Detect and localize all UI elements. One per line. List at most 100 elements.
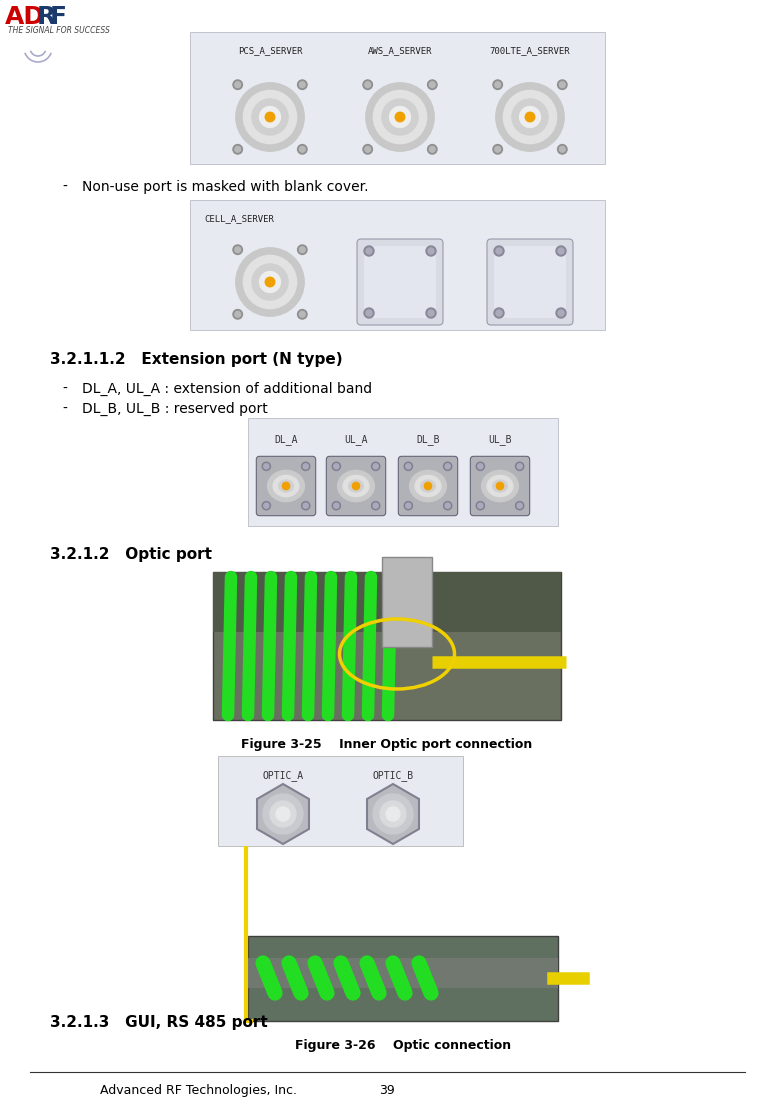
FancyBboxPatch shape bbox=[190, 200, 605, 330]
Circle shape bbox=[236, 247, 305, 317]
Circle shape bbox=[477, 503, 483, 508]
Circle shape bbox=[299, 247, 305, 253]
Circle shape bbox=[560, 146, 565, 152]
Text: Advanced RF Technologies, Inc.: Advanced RF Technologies, Inc. bbox=[100, 1084, 297, 1097]
FancyBboxPatch shape bbox=[257, 456, 315, 515]
Circle shape bbox=[332, 501, 340, 510]
Circle shape bbox=[364, 246, 374, 256]
Circle shape bbox=[443, 463, 452, 470]
FancyBboxPatch shape bbox=[190, 32, 605, 164]
Circle shape bbox=[282, 482, 290, 490]
Circle shape bbox=[236, 82, 305, 152]
FancyBboxPatch shape bbox=[382, 557, 432, 647]
Circle shape bbox=[363, 80, 373, 89]
Circle shape bbox=[235, 311, 240, 318]
Circle shape bbox=[243, 90, 297, 144]
Ellipse shape bbox=[487, 476, 513, 497]
Circle shape bbox=[426, 308, 436, 318]
Circle shape bbox=[504, 90, 556, 144]
Circle shape bbox=[556, 246, 566, 256]
FancyBboxPatch shape bbox=[213, 571, 561, 720]
Circle shape bbox=[496, 310, 502, 317]
Text: Figure 3-25    Inner Optic port connection: Figure 3-25 Inner Optic port connection bbox=[241, 739, 532, 751]
Circle shape bbox=[353, 482, 360, 490]
Text: -: - bbox=[62, 180, 67, 195]
Circle shape bbox=[445, 503, 450, 508]
Circle shape bbox=[373, 793, 413, 834]
Text: OPTIC_B: OPTIC_B bbox=[373, 770, 414, 781]
FancyBboxPatch shape bbox=[248, 936, 558, 1021]
Circle shape bbox=[270, 801, 296, 828]
Circle shape bbox=[365, 146, 370, 152]
Text: F: F bbox=[50, 5, 67, 29]
Circle shape bbox=[298, 310, 307, 319]
Circle shape bbox=[298, 80, 307, 89]
Circle shape bbox=[428, 145, 437, 154]
Ellipse shape bbox=[273, 476, 299, 497]
Circle shape bbox=[371, 501, 380, 510]
Circle shape bbox=[517, 503, 522, 508]
Circle shape bbox=[382, 99, 418, 135]
Circle shape bbox=[406, 464, 411, 469]
FancyBboxPatch shape bbox=[326, 456, 386, 515]
Text: -: - bbox=[62, 382, 67, 396]
Circle shape bbox=[494, 246, 504, 256]
Text: UL_A: UL_A bbox=[344, 434, 368, 445]
Circle shape bbox=[477, 464, 483, 469]
Circle shape bbox=[445, 464, 450, 469]
Circle shape bbox=[276, 807, 290, 821]
Circle shape bbox=[515, 501, 524, 510]
Circle shape bbox=[233, 245, 243, 255]
FancyBboxPatch shape bbox=[248, 958, 558, 988]
Circle shape bbox=[386, 807, 400, 821]
Circle shape bbox=[496, 82, 564, 152]
Circle shape bbox=[476, 501, 484, 510]
Circle shape bbox=[262, 463, 270, 470]
Text: DL_A, UL_A : extension of additional band: DL_A, UL_A : extension of additional ban… bbox=[82, 382, 372, 396]
Circle shape bbox=[429, 81, 435, 88]
Circle shape bbox=[265, 112, 275, 122]
Circle shape bbox=[374, 90, 426, 144]
Circle shape bbox=[558, 310, 564, 317]
Circle shape bbox=[476, 463, 484, 470]
Circle shape bbox=[298, 245, 307, 255]
Text: THE SIGNAL FOR SUCCESS: THE SIGNAL FOR SUCCESS bbox=[8, 26, 110, 35]
Circle shape bbox=[373, 503, 378, 508]
FancyBboxPatch shape bbox=[218, 756, 463, 846]
Circle shape bbox=[390, 107, 411, 127]
Text: -: - bbox=[62, 402, 67, 417]
Circle shape bbox=[371, 463, 380, 470]
Circle shape bbox=[299, 311, 305, 318]
Circle shape bbox=[373, 464, 378, 469]
Text: Non-use port is masked with blank cover.: Non-use port is masked with blank cover. bbox=[82, 180, 368, 195]
Circle shape bbox=[558, 248, 564, 254]
Text: 3.2.1.1.2   Extension port (N type): 3.2.1.1.2 Extension port (N type) bbox=[50, 352, 343, 367]
FancyBboxPatch shape bbox=[213, 571, 561, 632]
Circle shape bbox=[406, 503, 411, 508]
Text: DL_B, UL_B : reserved port: DL_B, UL_B : reserved port bbox=[82, 402, 267, 417]
Circle shape bbox=[301, 463, 310, 470]
Circle shape bbox=[303, 464, 308, 469]
Circle shape bbox=[260, 107, 281, 127]
Circle shape bbox=[363, 145, 373, 154]
Circle shape bbox=[301, 501, 310, 510]
Text: 3.2.1.2   Optic port: 3.2.1.2 Optic port bbox=[50, 547, 212, 562]
Circle shape bbox=[263, 793, 303, 834]
Circle shape bbox=[395, 112, 405, 122]
Circle shape bbox=[557, 80, 567, 89]
Text: OPTIC_A: OPTIC_A bbox=[263, 770, 304, 781]
Circle shape bbox=[235, 247, 240, 253]
FancyBboxPatch shape bbox=[470, 456, 529, 515]
Circle shape bbox=[303, 503, 308, 508]
Circle shape bbox=[243, 255, 297, 309]
Text: DL_B: DL_B bbox=[416, 434, 439, 445]
Circle shape bbox=[429, 146, 435, 152]
Circle shape bbox=[262, 501, 270, 510]
Circle shape bbox=[428, 80, 437, 89]
Text: AWS_A_SERVER: AWS_A_SERVER bbox=[368, 46, 432, 55]
Circle shape bbox=[366, 310, 372, 317]
Circle shape bbox=[252, 99, 288, 135]
Circle shape bbox=[334, 464, 339, 469]
Circle shape bbox=[496, 248, 502, 254]
Circle shape bbox=[405, 463, 412, 470]
